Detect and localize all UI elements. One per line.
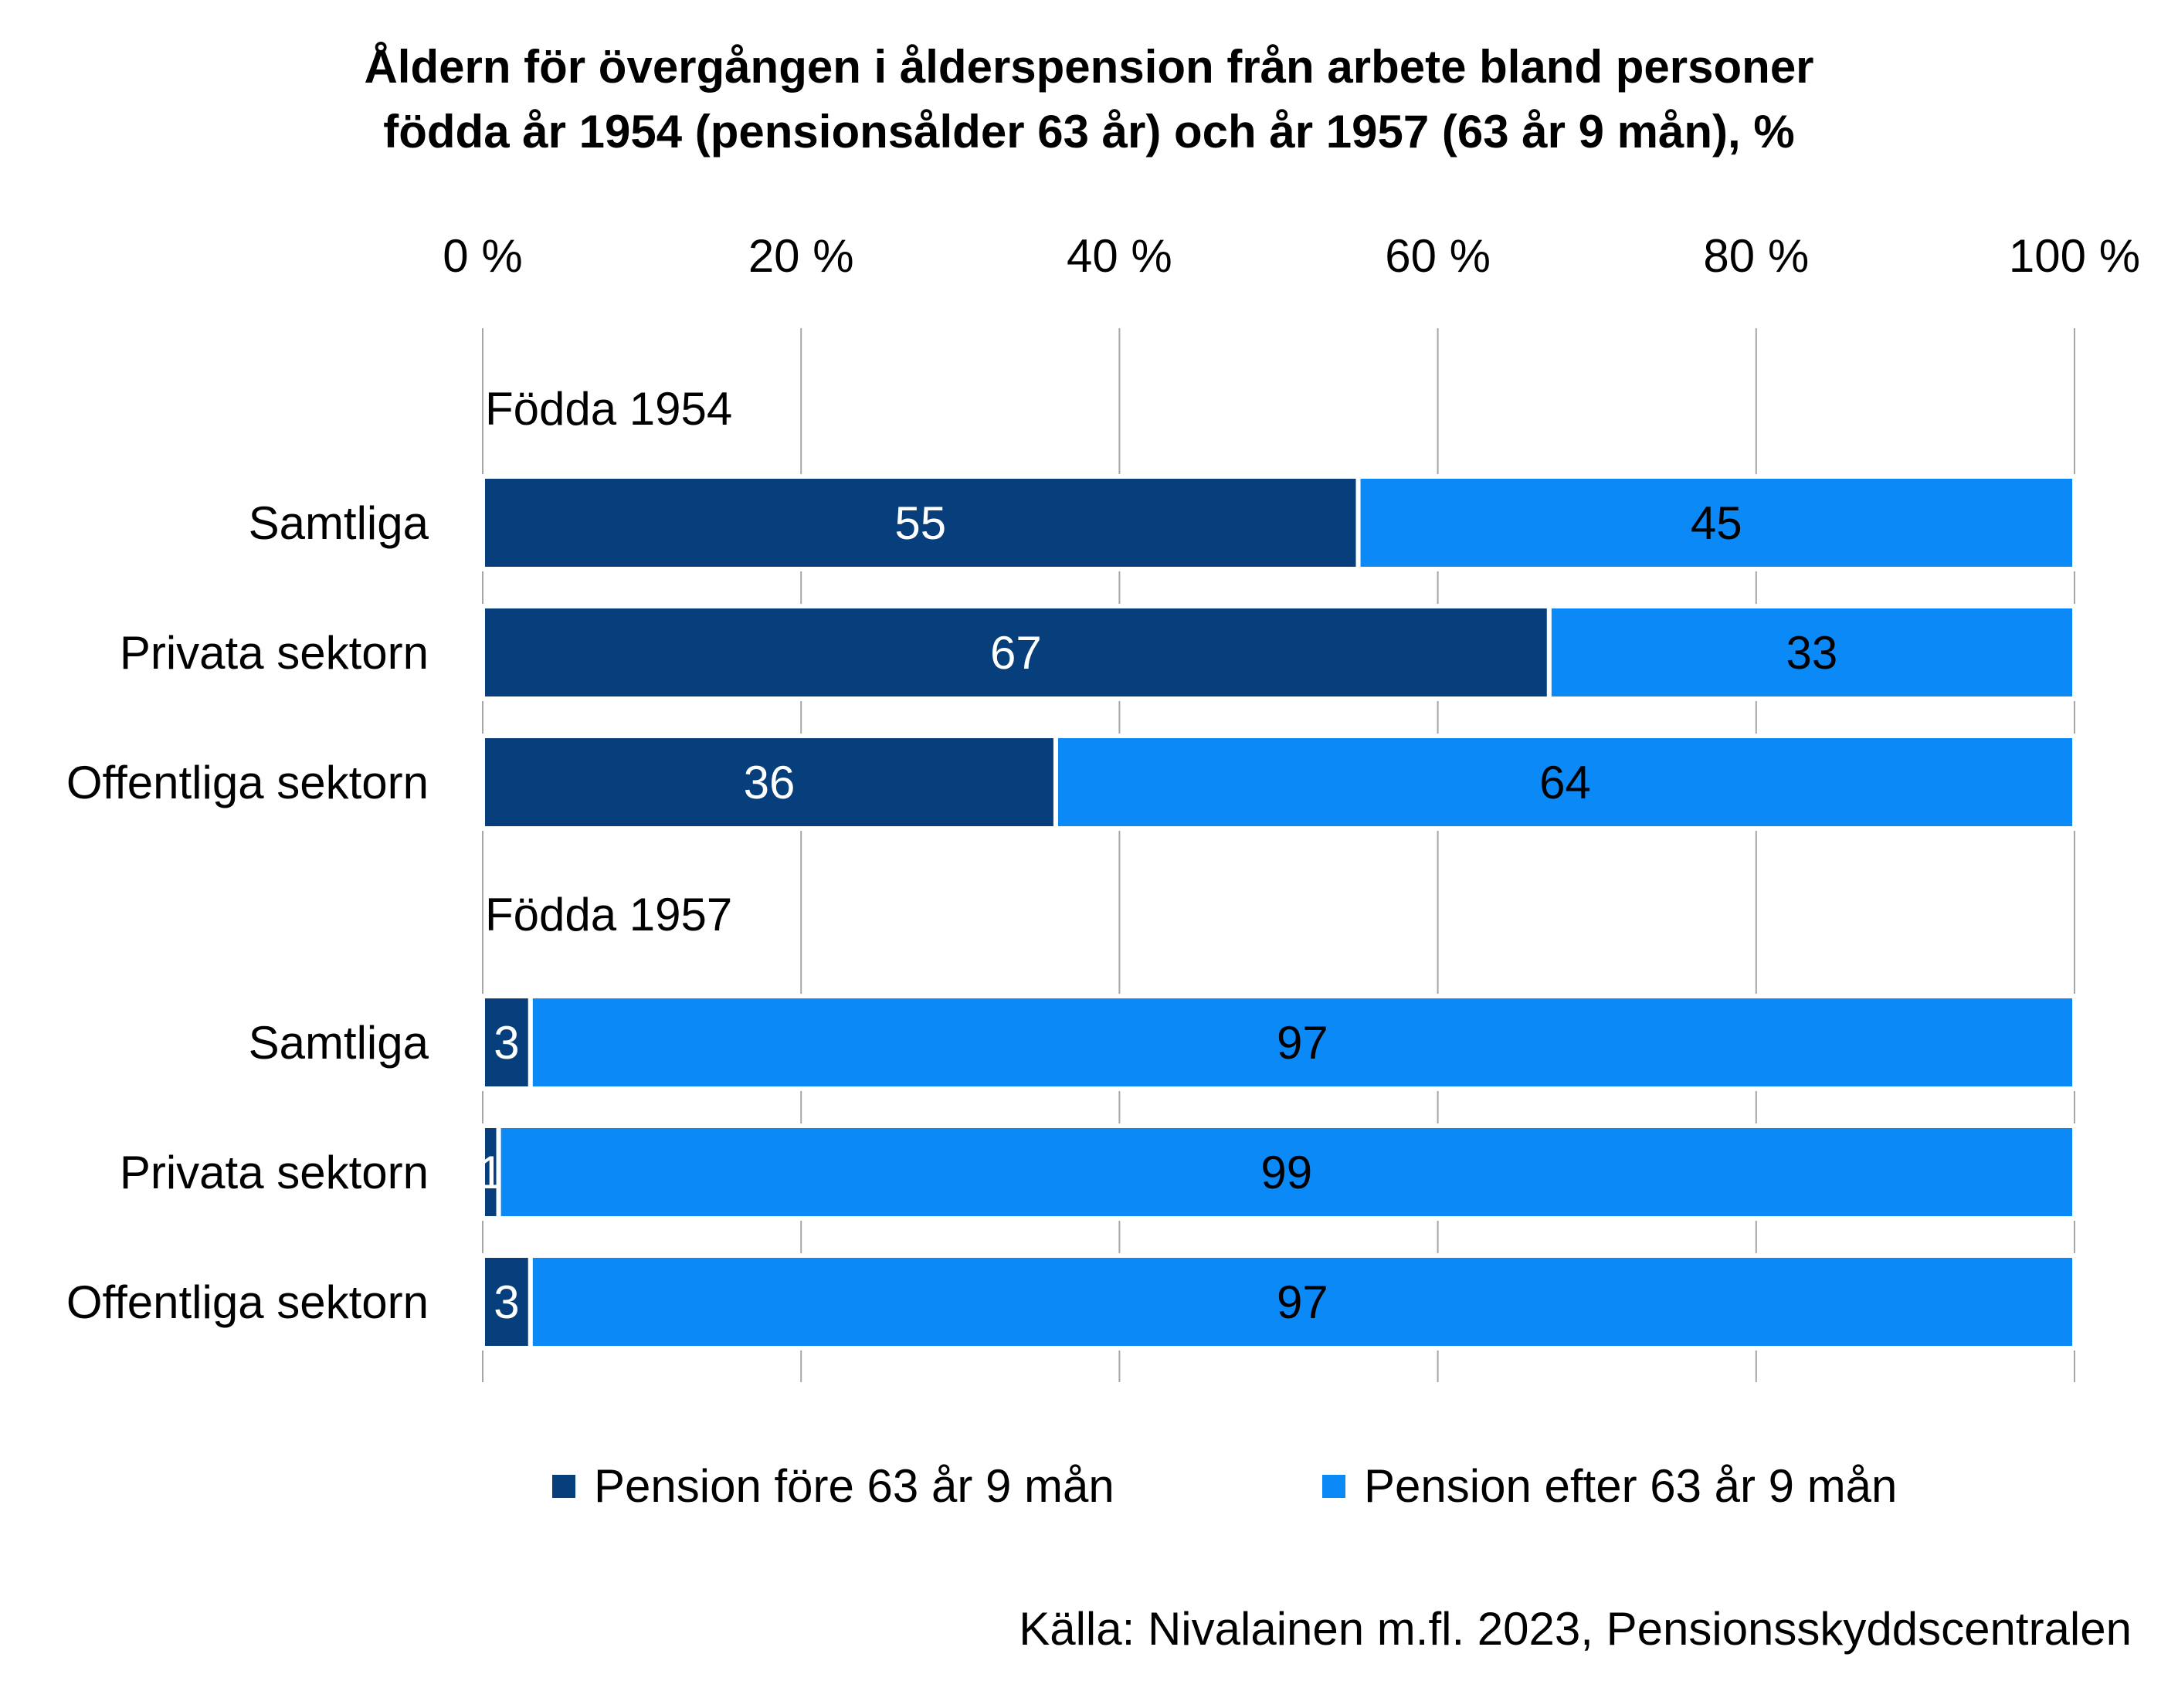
data-label: 3 [494,1017,519,1069]
legend-swatch-before [552,1474,575,1498]
bar-segment [1355,474,2078,571]
x-tick-label: 80 % [1703,230,1809,282]
category-label: Offentliga sektorn [66,1276,429,1328]
legend-item-before: Pension före 63 år 9 mån [552,1459,1114,1513]
category-label: Privata sektorn [120,627,429,679]
data-label: 97 [1277,1017,1328,1069]
stacked-bar-chart: 0 % 20 % 40 % 60 % 80 % 100 % Födda 1954 Samtli… [66,230,2140,1382]
x-tick-label: 60 % [1385,230,1491,282]
data-label: 99 [1260,1147,1312,1198]
source-note: Källa: Nivalainen m.fl. 2023, Pensionssk… [1019,1603,2132,1655]
group-label: Födda 1957 [485,889,732,940]
category-label: Offentliga sektorn [66,757,429,808]
x-tick-label: 20 % [748,230,854,282]
data-label: 97 [1277,1276,1328,1328]
data-label: 3 [494,1276,519,1328]
category-label: Samtliga [249,497,429,549]
bar-segment [480,604,1552,701]
legend-label-before: Pension före 63 år 9 mån [594,1460,1114,1512]
data-label: 64 [1539,757,1591,808]
bar-segment [1546,604,2077,701]
bar-segment [528,994,2078,1091]
group-label: Födda 1954 [485,383,732,435]
data-label: 67 [990,627,1042,679]
legend-swatch-after [1322,1474,1345,1498]
x-tick-label: 0 % [443,230,522,282]
legend-label-after: Pension efter 63 år 9 mån [1364,1460,1898,1512]
category-label: Privata sektorn [120,1147,429,1198]
bar-segment [496,1123,2077,1221]
data-label: 36 [744,757,796,808]
data-label: 55 [894,497,946,549]
bar-segment [480,474,1361,571]
chart-title: Åldern för övergången i ålderspension fr… [0,35,2178,164]
bar-segment [480,994,533,1091]
data-label: 45 [1691,497,1742,549]
bar-segment [1053,734,2077,831]
x-tick-label: 100 % [2009,230,2140,282]
x-tick-label: 40 % [1067,230,1172,282]
bar-segment [480,734,1058,831]
bar-segment [528,1253,2078,1350]
category-label: Samtliga [249,1017,429,1069]
legend-item-after: Pension efter 63 år 9 mån [1322,1459,1897,1513]
data-label: 33 [1786,627,1838,679]
chart-title-line-2: födda år 1954 (pensionsålder 63 år) och … [383,106,1795,158]
chart-title-line-1: Åldern för övergången i ålderspension fr… [364,41,1814,93]
